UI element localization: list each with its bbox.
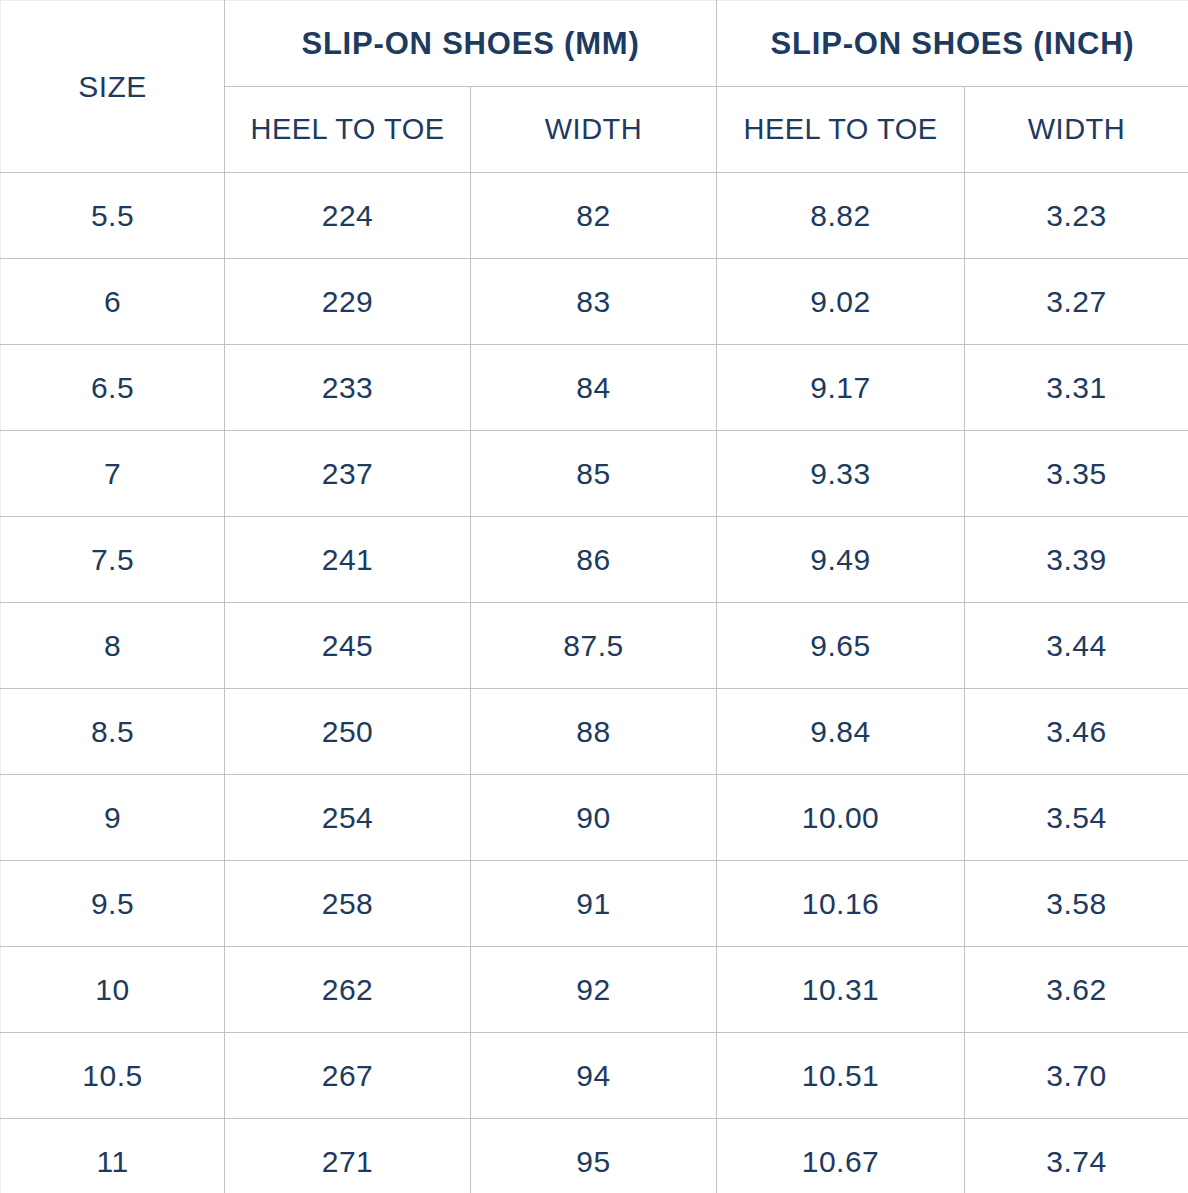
cell-inch-width: 3.70: [965, 1033, 1188, 1119]
cell-inch-heel-to-toe: 10.00: [717, 775, 965, 861]
table-header: SIZE SLIP-ON SHOES (MM) SLIP-ON SHOES (I…: [1, 1, 1188, 173]
cell-mm-heel-to-toe: 267: [225, 1033, 471, 1119]
cell-size: 10: [1, 947, 225, 1033]
cell-inch-heel-to-toe: 8.82: [717, 173, 965, 259]
cell-mm-width: 94: [471, 1033, 717, 1119]
cell-mm-width: 84: [471, 345, 717, 431]
cell-inch-width: 3.27: [965, 259, 1188, 345]
cell-mm-heel-to-toe: 250: [225, 689, 471, 775]
cell-inch-heel-to-toe: 9.65: [717, 603, 965, 689]
table-row: 6.5233849.173.31: [1, 345, 1188, 431]
table-row: 5.5224828.823.23: [1, 173, 1188, 259]
cell-inch-width: 3.31: [965, 345, 1188, 431]
cell-inch-width: 3.35: [965, 431, 1188, 517]
cell-inch-width: 3.54: [965, 775, 1188, 861]
cell-size: 11: [1, 1119, 225, 1193]
cell-size: 5.5: [1, 173, 225, 259]
table-row: 112719510.673.74: [1, 1119, 1188, 1193]
cell-inch-heel-to-toe: 10.31: [717, 947, 965, 1033]
cell-mm-heel-to-toe: 229: [225, 259, 471, 345]
cell-mm-width: 95: [471, 1119, 717, 1193]
cell-size: 6: [1, 259, 225, 345]
cell-inch-heel-to-toe: 10.16: [717, 861, 965, 947]
cell-mm-heel-to-toe: 258: [225, 861, 471, 947]
header-group-inch: SLIP-ON SHOES (INCH): [717, 1, 1188, 87]
cell-inch-width: 3.58: [965, 861, 1188, 947]
table-row: 10.52679410.513.70: [1, 1033, 1188, 1119]
header-group-mm: SLIP-ON SHOES (MM): [225, 1, 717, 87]
cell-inch-heel-to-toe: 10.67: [717, 1119, 965, 1193]
cell-mm-width: 88: [471, 689, 717, 775]
cell-mm-heel-to-toe: 271: [225, 1119, 471, 1193]
cell-inch-heel-to-toe: 9.02: [717, 259, 965, 345]
cell-size: 6.5: [1, 345, 225, 431]
subheader-mm-heel-to-toe: HEEL TO TOE: [225, 87, 471, 173]
cell-mm-width: 83: [471, 259, 717, 345]
cell-mm-heel-to-toe: 241: [225, 517, 471, 603]
group-header-row: SIZE SLIP-ON SHOES (MM) SLIP-ON SHOES (I…: [1, 1, 1188, 87]
cell-mm-heel-to-toe: 245: [225, 603, 471, 689]
table-row: 6229839.023.27: [1, 259, 1188, 345]
subheader-inch-heel-to-toe: HEEL TO TOE: [717, 87, 965, 173]
table-row: 7.5241869.493.39: [1, 517, 1188, 603]
table-row: 7237859.333.35: [1, 431, 1188, 517]
cell-mm-width: 92: [471, 947, 717, 1033]
subheader-mm-width: WIDTH: [471, 87, 717, 173]
table-row: 8.5250889.843.46: [1, 689, 1188, 775]
table-body: 5.5224828.823.236229839.023.276.5233849.…: [1, 173, 1188, 1193]
subheader-inch-width: WIDTH: [965, 87, 1188, 173]
cell-mm-width: 90: [471, 775, 717, 861]
cell-mm-width: 91: [471, 861, 717, 947]
table-row: 9.52589110.163.58: [1, 861, 1188, 947]
cell-inch-heel-to-toe: 9.33: [717, 431, 965, 517]
table-row: 92549010.003.54: [1, 775, 1188, 861]
cell-mm-width: 87.5: [471, 603, 717, 689]
cell-mm-heel-to-toe: 262: [225, 947, 471, 1033]
table-row: 102629210.313.62: [1, 947, 1188, 1033]
cell-size: 9.5: [1, 861, 225, 947]
cell-inch-heel-to-toe: 9.84: [717, 689, 965, 775]
cell-size: 7: [1, 431, 225, 517]
cell-size: 8.5: [1, 689, 225, 775]
cell-mm-heel-to-toe: 224: [225, 173, 471, 259]
table-row: 824587.59.653.44: [1, 603, 1188, 689]
cell-mm-heel-to-toe: 237: [225, 431, 471, 517]
cell-size: 10.5: [1, 1033, 225, 1119]
cell-mm-width: 86: [471, 517, 717, 603]
cell-inch-heel-to-toe: 9.49: [717, 517, 965, 603]
cell-inch-width: 3.46: [965, 689, 1188, 775]
cell-mm-heel-to-toe: 254: [225, 775, 471, 861]
cell-inch-width: 3.74: [965, 1119, 1188, 1193]
cell-mm-width: 82: [471, 173, 717, 259]
cell-size: 8: [1, 603, 225, 689]
cell-inch-width: 3.62: [965, 947, 1188, 1033]
header-size: SIZE: [1, 1, 225, 173]
cell-inch-width: 3.39: [965, 517, 1188, 603]
cell-inch-width: 3.44: [965, 603, 1188, 689]
cell-inch-heel-to-toe: 9.17: [717, 345, 965, 431]
size-chart-table: SIZE SLIP-ON SHOES (MM) SLIP-ON SHOES (I…: [0, 0, 1188, 1193]
cell-inch-heel-to-toe: 10.51: [717, 1033, 965, 1119]
cell-mm-heel-to-toe: 233: [225, 345, 471, 431]
cell-inch-width: 3.23: [965, 173, 1188, 259]
cell-size: 7.5: [1, 517, 225, 603]
cell-mm-width: 85: [471, 431, 717, 517]
cell-size: 9: [1, 775, 225, 861]
